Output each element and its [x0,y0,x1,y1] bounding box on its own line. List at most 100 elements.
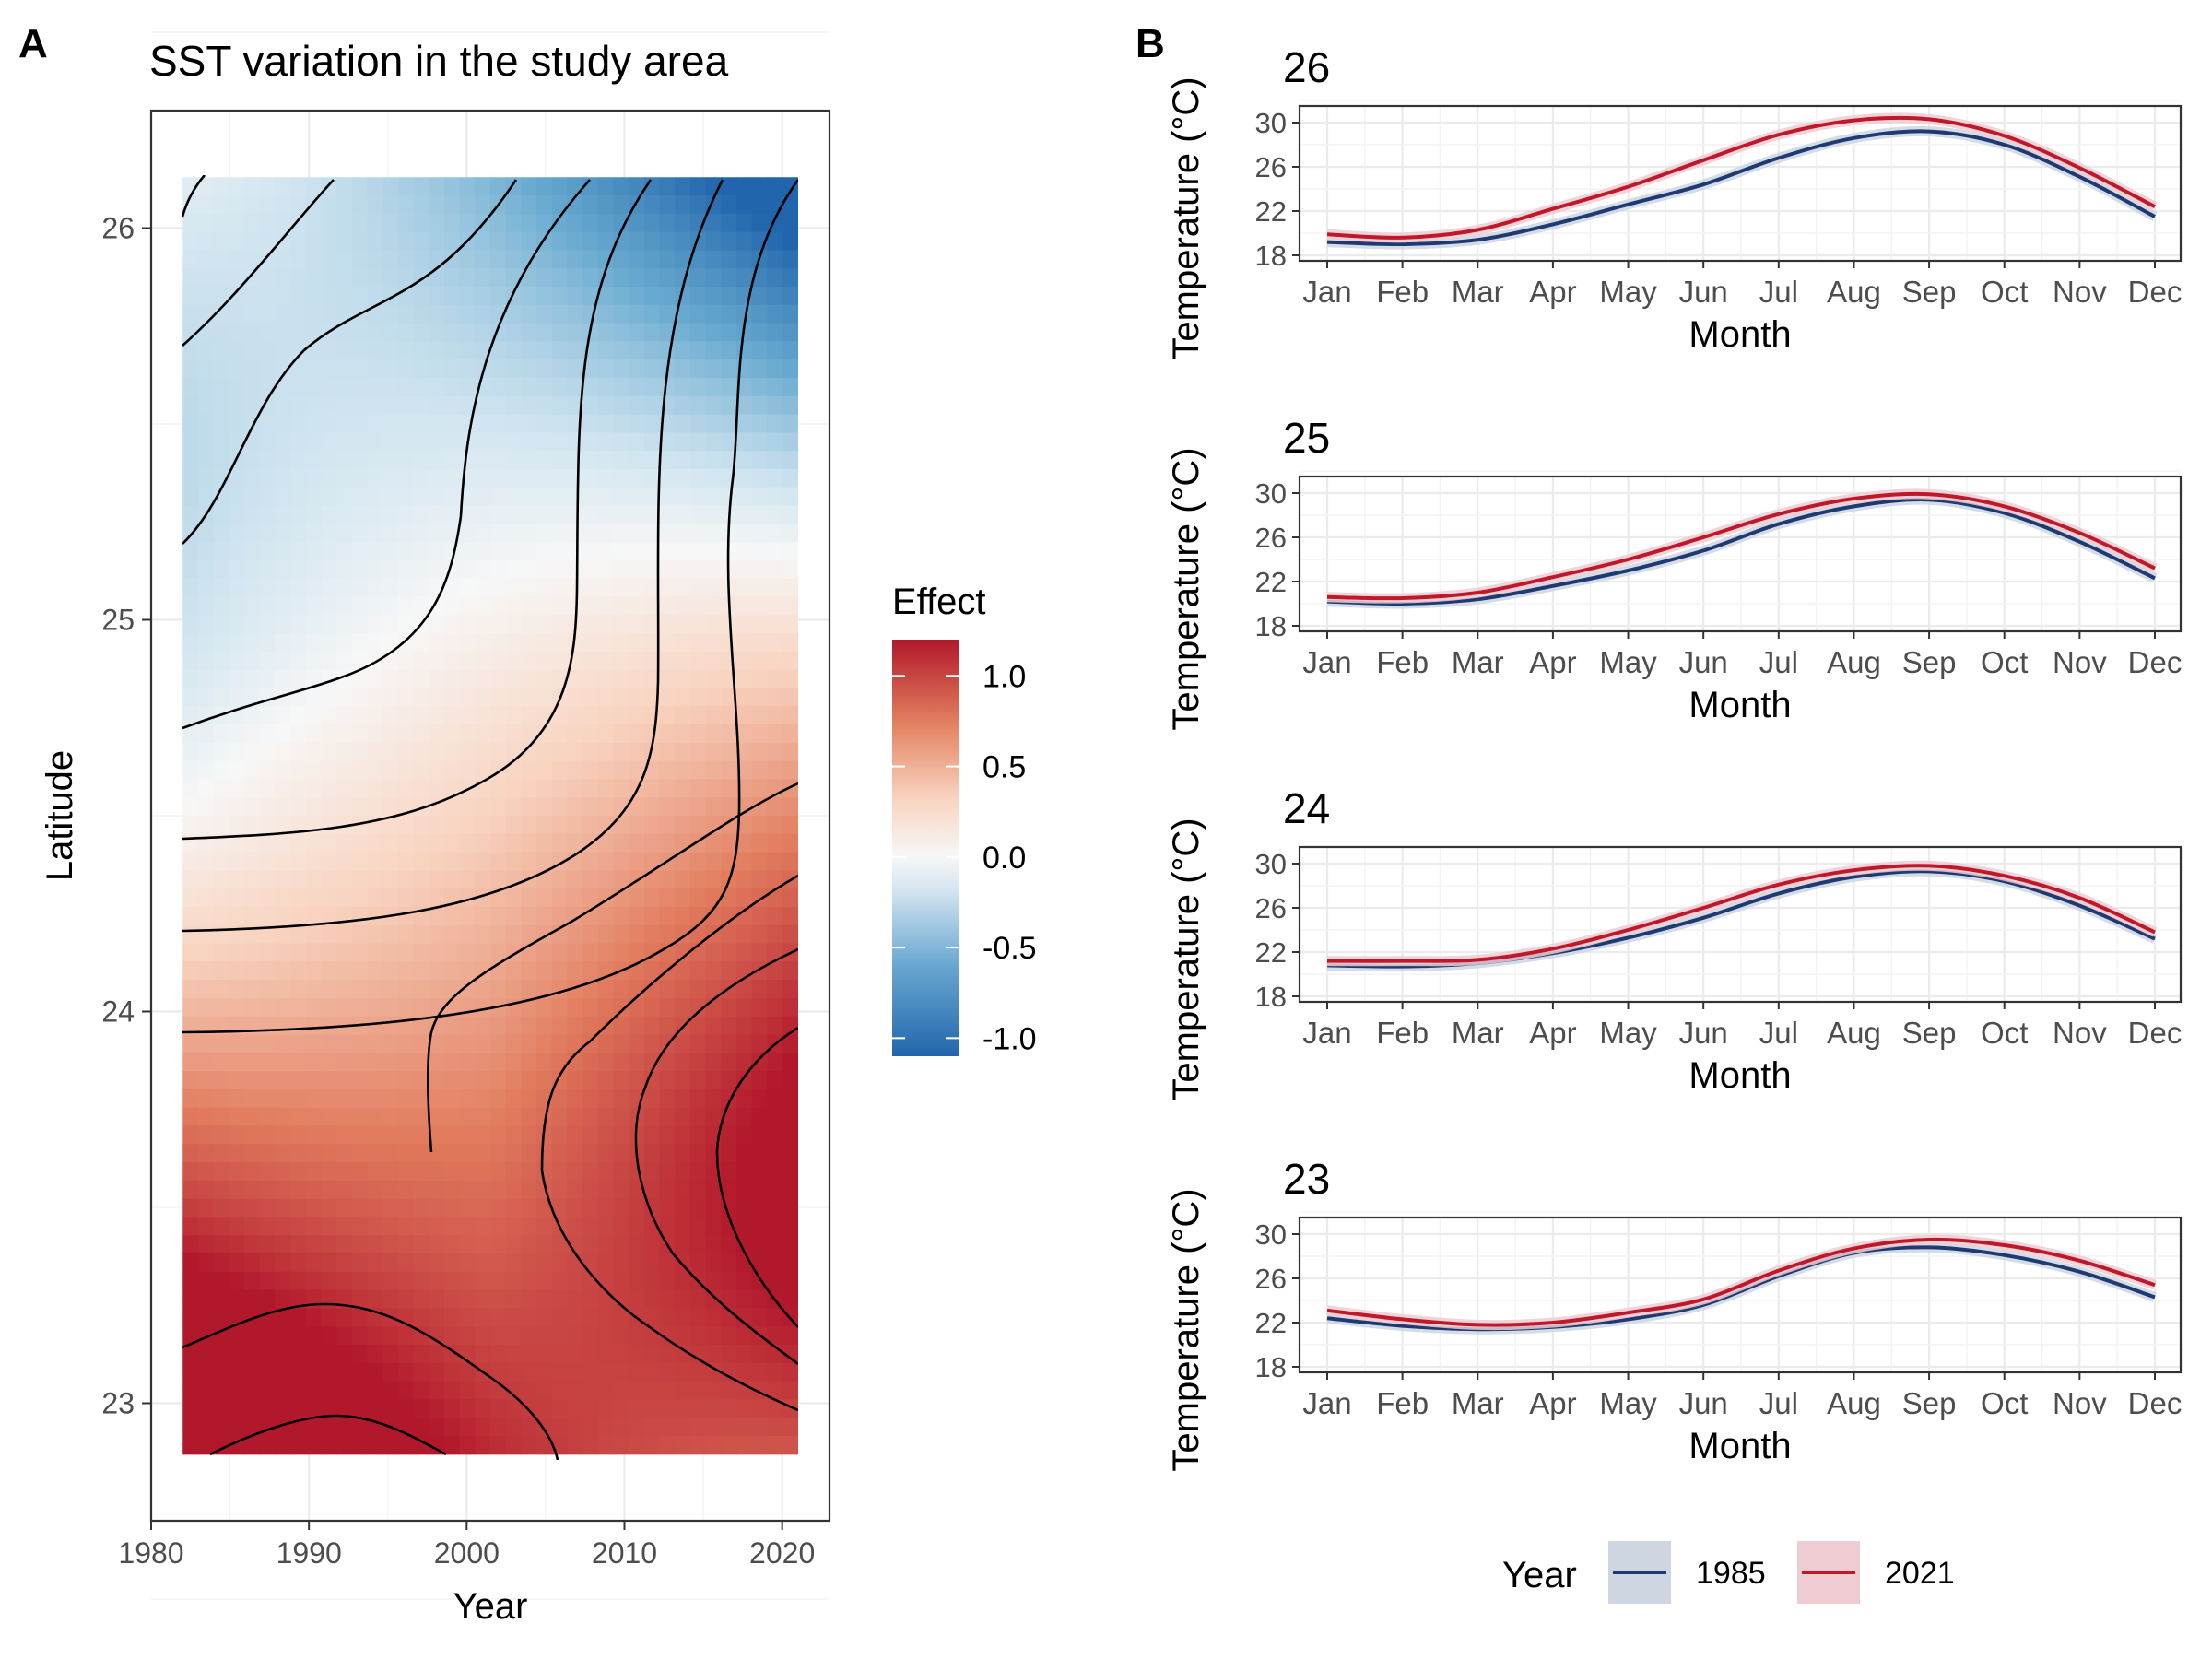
heatmap-cell [736,177,753,196]
heatmap-cell [243,669,261,689]
heatmap-cell [321,231,337,252]
heatmap-cell [689,760,707,781]
heatmap-cell [351,1034,369,1053]
heatmap-cell [782,997,798,1018]
heatmap-cell [521,287,537,306]
heatmap-cell [521,651,537,671]
heatmap-cell [705,341,722,360]
heatmap-cell [182,1107,199,1127]
heatmap-cell [551,1344,569,1364]
heatmap-cell [659,1362,676,1382]
heatmap-cell [767,852,783,871]
heatmap-cell [213,816,229,835]
heatmap-cell [643,1271,661,1291]
heatmap-cell [551,1362,569,1382]
heatmap-cell [597,1326,615,1346]
heatmap-cell [689,287,707,306]
heatmap-cell [597,1162,615,1182]
heatmap-cell [767,195,783,215]
heatmap-cell [182,359,199,379]
heatmap-cell [397,961,415,981]
heatmap-cell [182,268,199,288]
heatmap-cell [675,706,691,725]
heatmap-cell [397,341,415,360]
heatmap-cell [613,578,629,598]
heatmap-cell [705,1362,722,1382]
heatmap-cell [675,870,691,889]
heatmap-cell [551,596,569,616]
heatmap-cell [259,833,276,853]
heatmap-cell [305,1217,323,1236]
heatmap-cell [275,505,291,524]
x-tick-label: Feb [1376,1016,1429,1050]
heatmap-cell [705,1217,722,1236]
heatmap-cell [629,395,645,416]
heatmap-cell [782,578,798,598]
heatmap-cell [259,542,276,561]
heatmap-cell [229,559,245,580]
heatmap-cell [336,1381,353,1400]
x-axis-label: Month [1688,1055,1791,1096]
heatmap-cell [736,505,753,524]
heatmap-cell [321,1053,337,1072]
x-tick-label: Dec [2128,1386,2183,1420]
heatmap-cell [413,961,429,981]
heatmap-cell [443,1308,461,1327]
heatmap-cell [643,724,661,744]
heatmap-cell [197,852,215,871]
heatmap-cell [413,1217,429,1236]
x-tick-label: Nov [2053,275,2107,309]
heatmap-cell [243,1381,261,1400]
heatmap-cell [336,833,353,853]
heatmap-cell [290,888,307,908]
heatmap-cell [413,542,429,561]
heatmap-cell [675,596,691,616]
heatmap-cell [321,1344,337,1364]
x-tick-label: 2020 [749,1536,815,1570]
heatmap-cell [613,1253,629,1273]
heatmap-cell [367,779,383,798]
heatmap-cell [429,1107,445,1127]
heatmap-cell [275,1418,291,1437]
heatmap-cell [721,1435,737,1455]
heatmap-cell [290,505,307,524]
heatmap-cell [629,432,645,452]
heatmap-cell [443,377,461,397]
contour-line [182,179,724,933]
heatmap-cell [490,1107,507,1127]
heatmap-cell [659,1271,676,1291]
heatmap-cell [351,1198,369,1218]
heatmap-cell [643,1016,661,1036]
heatmap-cell [521,414,537,433]
heatmap-cell [567,816,583,835]
heatmap-cell [782,906,798,926]
heatmap-cell [321,341,337,360]
heatmap-cell [582,997,599,1018]
heatmap-cell [213,961,229,981]
heatmap-cell [659,688,676,707]
heatmap-cell [351,323,369,342]
heatmap-cell [275,706,291,725]
heatmap-cell [629,304,645,324]
heatmap-cell [721,304,737,324]
heatmap-cell [567,1071,583,1090]
heatmap-cell [413,1125,429,1145]
heatmap-cell [629,1016,645,1036]
heatmap-cell [721,1235,737,1254]
heatmap-cell [567,578,583,598]
heatmap-cell [275,559,291,580]
heatmap-cell [659,615,676,634]
heatmap-cell [551,1107,569,1127]
heatmap-cell [290,1326,307,1346]
contour-line [182,179,518,545]
heatmap-cell [351,906,369,926]
heatmap-cell [736,742,753,762]
heatmap-cell [197,1088,215,1109]
heatmap-cell [336,1107,353,1127]
heatmap-cell [629,1271,645,1291]
heatmap-cell [705,633,722,653]
heatmap-cell [689,250,707,269]
heatmap-cell [659,706,676,725]
heatmap-cell [521,1016,537,1036]
